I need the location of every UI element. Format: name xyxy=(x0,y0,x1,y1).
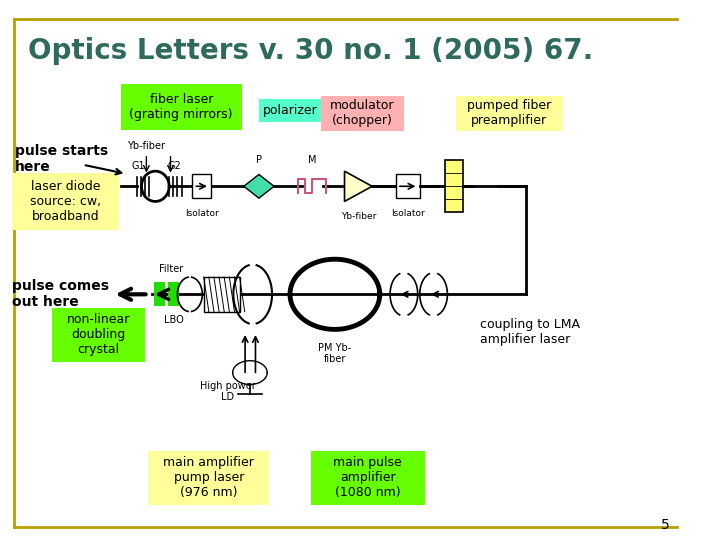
Bar xyxy=(395,174,420,198)
Text: High power
LD: High power LD xyxy=(200,381,256,402)
Text: coupling to LMA
amplifier laser: coupling to LMA amplifier laser xyxy=(480,318,580,346)
Text: Isolator: Isolator xyxy=(185,209,218,218)
Text: Isolator: Isolator xyxy=(391,209,425,218)
Text: 5: 5 xyxy=(661,518,670,532)
Text: non-linear
doubling
crystal: non-linear doubling crystal xyxy=(67,313,130,356)
Text: main pulse
amplifier
(1080 nm): main pulse amplifier (1080 nm) xyxy=(333,456,402,500)
Text: Yb-fiber: Yb-fiber xyxy=(127,141,166,151)
Text: LBO: LBO xyxy=(164,315,184,325)
Bar xyxy=(446,160,462,212)
FancyBboxPatch shape xyxy=(52,308,145,362)
FancyBboxPatch shape xyxy=(148,451,269,505)
Text: fiber laser
(grating mirrors): fiber laser (grating mirrors) xyxy=(130,93,233,120)
Polygon shape xyxy=(244,174,274,198)
Bar xyxy=(192,174,211,198)
Text: G2: G2 xyxy=(167,161,181,171)
FancyBboxPatch shape xyxy=(259,99,321,122)
Text: modulator
(chopper): modulator (chopper) xyxy=(330,99,395,127)
Text: main amplifier
pump laser
(976 nm): main amplifier pump laser (976 nm) xyxy=(163,456,254,500)
Text: Yb-fiber: Yb-fiber xyxy=(341,212,376,221)
FancyBboxPatch shape xyxy=(321,96,404,131)
Polygon shape xyxy=(345,171,372,201)
FancyBboxPatch shape xyxy=(121,84,242,130)
Bar xyxy=(168,282,179,306)
Text: Filter: Filter xyxy=(159,264,184,274)
Text: M: M xyxy=(308,154,316,165)
Text: PM Yb-
fiber: PM Yb- fiber xyxy=(318,343,351,364)
FancyBboxPatch shape xyxy=(456,96,563,131)
Text: polarizer: polarizer xyxy=(263,104,318,117)
FancyBboxPatch shape xyxy=(12,173,120,230)
Text: Optics Letters v. 30 no. 1 (2005) 67.: Optics Letters v. 30 no. 1 (2005) 67. xyxy=(27,37,593,65)
Text: P: P xyxy=(256,154,262,165)
Text: G1: G1 xyxy=(131,161,145,171)
Bar xyxy=(154,282,165,306)
Text: pumped fiber
preamplifier: pumped fiber preamplifier xyxy=(467,99,552,127)
Text: pulse starts
here: pulse starts here xyxy=(15,144,108,174)
Text: laser diode
source: cw,
broadband: laser diode source: cw, broadband xyxy=(30,180,102,222)
Bar xyxy=(204,277,240,312)
FancyBboxPatch shape xyxy=(311,451,425,505)
Text: pulse comes
out here: pulse comes out here xyxy=(12,279,109,309)
